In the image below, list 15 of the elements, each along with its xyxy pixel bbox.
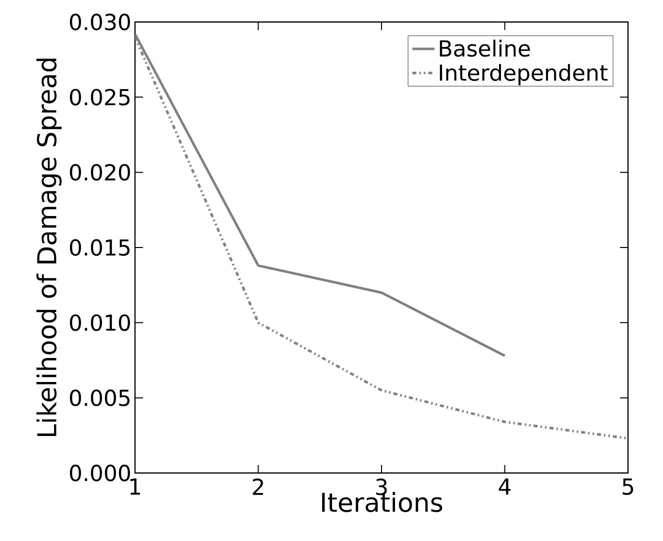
y-tick-label: 0.010 (70, 314, 130, 331)
x-tick-label: 5 (622, 478, 634, 495)
y-tick-label: 0.020 (70, 164, 130, 181)
x-tick-label: 1 (130, 478, 140, 495)
y-tick-label: 0.015 (70, 239, 130, 256)
y-tick-label: 0.000 (70, 464, 130, 482)
x-tick-label: 2 (252, 478, 264, 495)
legend-label: Interdependent (440, 64, 608, 86)
y-axis-title: Likelihood of Damage Spread (36, 58, 62, 436)
legend-label: Baseline (440, 40, 530, 57)
x-tick-label: 4 (498, 478, 511, 495)
y-tick-label: 0.025 (70, 88, 130, 106)
line-series (135, 36, 628, 440)
y-tick-label: 0.005 (70, 390, 130, 406)
y-tick-label: 0.030 (70, 14, 130, 30)
